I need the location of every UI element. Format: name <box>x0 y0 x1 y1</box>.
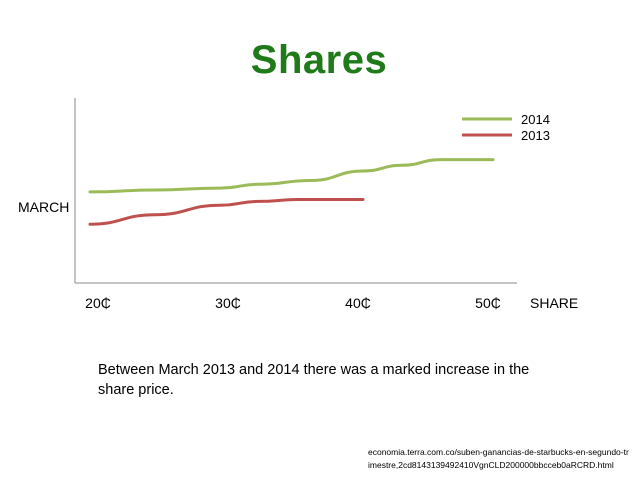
source-url: economia.terra.com.co/suben-ganancias-de… <box>368 447 629 470</box>
caption-text: Between March 2013 and 2014 there was a … <box>98 362 530 398</box>
legend-label-2013: 2013 <box>521 128 550 143</box>
x-tick-label: 30₵ <box>215 295 241 311</box>
x-axis-label: SHARE <box>530 295 578 311</box>
x-tick-label: 50₵ <box>475 295 501 311</box>
series-line-2014 <box>88 158 495 194</box>
legend-label-2014: 2014 <box>521 112 550 127</box>
y-axis-label: MARCH <box>18 199 69 215</box>
x-tick-label: 20₵ <box>85 295 111 311</box>
slide-title: Shares <box>250 38 388 82</box>
x-tick-label: 40₵ <box>345 295 371 311</box>
series-line-2013 <box>88 197 365 226</box>
